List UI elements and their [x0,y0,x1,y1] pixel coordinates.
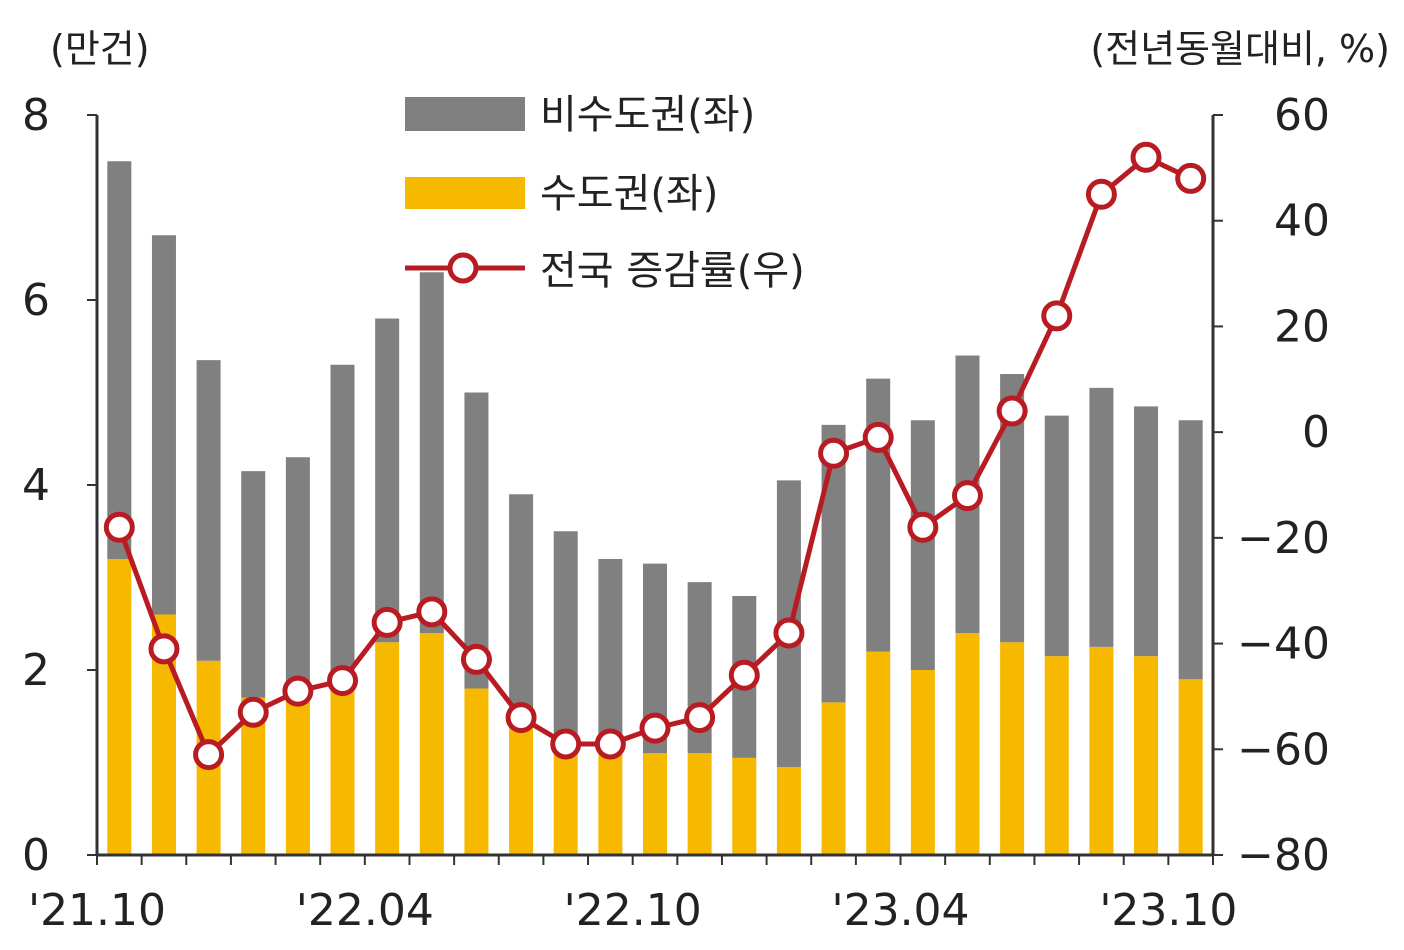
line-layer [103,141,1207,771]
point-national-23.02 [818,437,850,469]
bar-non-capital-21.10 [107,161,132,559]
bar-capital-23.10 [1178,679,1203,855]
bar-non-capital-23.02 [821,424,846,703]
point-national-22.07 [505,702,537,734]
legend-swatch-capital [405,177,525,209]
right-axis-unit: (전년동월대비, %) [1090,27,1390,71]
right-tick-label-4: 0 [1302,407,1330,458]
legend: 비수도권(좌) 수도권(좌) 전국 증감률(우) [405,92,805,294]
left-tick-label-0: 0 [22,830,50,881]
point-national-22.02 [282,675,314,707]
bar-capital-23.04 [910,670,935,855]
right-tick-label-1: −60 [1237,724,1330,775]
right-tick-label-7: 60 [1274,90,1330,141]
axes-layer: 0 2 4 6 8 −80 −60 −40 −20 0 20 40 60 '21.10 '22.04 '22.… [22,90,1330,936]
legend-label-non-capital: 비수도권(좌) [540,92,755,138]
point-national-23.01 [773,617,805,649]
legend-swatch-non-capital [405,97,525,131]
bar-non-capital-21.12 [196,360,221,661]
point-national-22.10 [639,712,671,744]
point-national-21.10 [103,511,135,543]
left-axis-unit: (만건) [50,27,150,71]
bar-capital-22.11 [687,753,712,855]
bar-capital-22.01 [241,697,266,855]
bar-non-capital-22.02 [285,457,310,698]
bar-capital-23.06 [1000,642,1025,855]
bar-capital-22.12 [732,757,757,855]
point-national-23.08 [1085,178,1117,210]
point-national-23.06 [996,395,1028,427]
legend-label-national: 전국 증감률(우) [540,248,805,294]
bar-capital-22.07 [509,707,534,855]
point-national-22.03 [327,665,359,697]
bar-non-capital-23.04 [910,420,935,670]
bar-capital-22.02 [285,697,310,855]
point-national-22.09 [594,728,626,760]
point-national-22.01 [237,696,269,728]
left-tick-label-2: 2 [22,645,50,696]
bar-capital-22.06 [464,688,489,855]
bar-capital-22.10 [643,753,667,855]
bar-capital-23.03 [866,651,891,855]
bar-capital-23.01 [776,767,801,855]
bar-non-capital-23.08 [1089,387,1114,647]
bar-capital-23.09 [1134,656,1159,855]
point-national-22.12 [728,659,760,691]
point-national-23.04 [907,511,939,543]
bar-capital-22.05 [419,633,444,855]
point-national-22.04 [371,606,403,638]
point-national-21.12 [193,739,225,771]
left-tick-label-8: 8 [22,90,50,141]
bar-non-capital-22.06 [464,392,489,689]
bar-capital-22.04 [375,642,400,855]
point-national-21.11 [148,633,180,665]
point-national-23.10 [1175,162,1207,194]
bar-capital-23.08 [1089,646,1114,855]
point-national-23.05 [951,480,983,512]
left-tick-label-4: 4 [22,460,50,511]
right-tick-label-5: 20 [1274,301,1330,352]
point-national-23.03 [862,421,894,453]
bar-non-capital-22.04 [375,318,400,643]
point-national-22.06 [460,643,492,675]
right-tick-label-3: −20 [1237,513,1330,564]
left-tick-label-6: 6 [22,275,50,326]
legend-label-capital: 수도권(좌) [540,171,718,217]
point-national-23.09 [1130,141,1162,173]
x-label-4: '23.10 [1099,885,1237,936]
bar-non-capital-21.11 [151,235,176,615]
point-national-22.05 [416,596,448,628]
bar-non-capital-22.01 [241,471,266,698]
point-national-23.07 [1041,300,1073,332]
bar-non-capital-22.07 [509,494,534,707]
point-national-22.11 [684,702,716,734]
point-national-22.08 [550,728,582,760]
bar-non-capital-23.03 [866,378,891,652]
right-tick-label-2: −40 [1237,619,1330,670]
bar-non-capital-22.05 [419,272,444,633]
x-label-0: '21.10 [28,885,166,936]
bar-non-capital-22.08 [553,531,578,735]
bar-non-capital-22.09 [598,559,623,754]
bar-non-capital-23.07 [1044,415,1069,657]
bar-capital-22.03 [330,679,355,855]
bar-capital-23.02 [821,702,846,855]
bar-non-capital-23.10 [1178,420,1203,680]
x-label-2: '22.10 [564,885,702,936]
bar-capital-23.05 [955,633,980,855]
right-tick-label-6: 40 [1274,196,1330,247]
bar-capital-23.07 [1044,656,1069,855]
bar-capital-22.09 [598,753,623,855]
x-label-1: '22.04 [296,885,434,936]
x-label-3: '23.04 [831,885,969,936]
bar-non-capital-23.09 [1134,406,1159,657]
bar-capital-21.10 [107,559,132,855]
legend-marker-national [447,252,479,284]
right-tick-label-0: −80 [1237,830,1330,881]
bar-non-capital-22.03 [330,364,355,680]
